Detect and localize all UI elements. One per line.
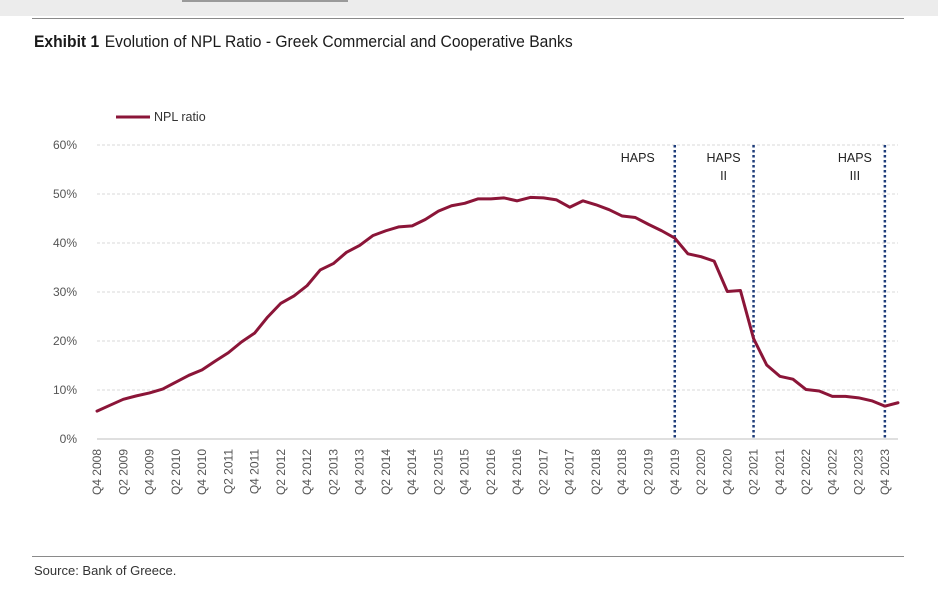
- haps-label: HAPS: [621, 151, 655, 165]
- x-tick-label: Q2 2018: [589, 449, 603, 495]
- series-line-npl-ratio: [95, 195, 900, 413]
- x-tick-label: Q2 2016: [484, 449, 498, 495]
- x-tick-label: Q2 2011: [221, 449, 235, 494]
- x-tick-label: Q4 2010: [195, 449, 209, 495]
- x-tick-label: Q2 2019: [642, 449, 656, 495]
- x-tick-label: Q4 2022: [825, 449, 839, 495]
- x-tick-label: Q4 2018: [615, 449, 629, 495]
- npl-chart: 0% 10% 20% 30% 40% 50% 60% Q4 2008 Q2 2009 Q4 200…: [53, 110, 900, 495]
- x-tick-label: Q2 2021: [747, 449, 761, 495]
- x-tick-label: Q2 2015: [431, 449, 445, 495]
- y-tick-label: 10%: [53, 383, 77, 397]
- y-tick-label: 20%: [53, 334, 77, 348]
- y-tick-label: 40%: [53, 236, 77, 250]
- x-tick-label: Q2 2009: [116, 449, 130, 495]
- exhibit-title: Exhibit 1 Evolution of NPL Ratio - Greek …: [34, 32, 573, 52]
- x-tick-label: Q4 2020: [720, 449, 734, 495]
- x-tick-label: Q4 2014: [405, 449, 419, 495]
- y-tick-label: 0%: [60, 432, 78, 446]
- x-tick-label: Q4 2023: [878, 449, 892, 495]
- bottom-rule: [32, 556, 904, 557]
- haps-label: HAPS: [838, 151, 872, 165]
- x-tick-label: Q4 2021: [773, 449, 787, 495]
- x-tick-label: Q2 2020: [694, 449, 708, 495]
- x-tick-label: Q2 2012: [274, 449, 288, 495]
- haps-label: HAPS: [707, 151, 741, 165]
- x-tick-label: Q2 2010: [169, 449, 183, 495]
- x-tick-label: Q4 2019: [668, 449, 682, 495]
- top-rule: [32, 18, 904, 19]
- x-tick-label: Q4 2017: [563, 449, 577, 495]
- source-note: Source: Bank of Greece.: [34, 563, 177, 578]
- x-tick-label: Q2 2017: [536, 449, 550, 495]
- y-tick-label: 30%: [53, 285, 77, 299]
- haps-label: III: [850, 169, 860, 183]
- x-tick-label: Q2 2023: [852, 449, 866, 495]
- x-tick-label: Q4 2008: [90, 449, 104, 495]
- x-tick-label: Q4 2015: [458, 449, 472, 495]
- legend-label: NPL ratio: [154, 110, 206, 124]
- x-tick-label: Q2 2022: [799, 449, 813, 495]
- x-tick-label: Q4 2011: [248, 449, 262, 494]
- x-tick-label: Q4 2013: [353, 449, 367, 495]
- y-tick-label: 60%: [53, 138, 77, 152]
- y-tick-label: 50%: [53, 187, 77, 201]
- top-band: [0, 0, 938, 16]
- exhibit-number: Exhibit 1: [34, 32, 100, 51]
- haps-label: II: [720, 169, 727, 183]
- x-tick-label: Q2 2013: [326, 449, 340, 495]
- top-tab-indicator: [182, 0, 348, 2]
- x-tick-label: Q4 2016: [510, 449, 524, 495]
- chart-title: Evolution of NPL Ratio - Greek Commercia…: [104, 32, 573, 51]
- x-tick-label: Q4 2012: [300, 449, 314, 495]
- x-tick-label: Q4 2009: [143, 449, 157, 495]
- x-tick-label: Q2 2014: [379, 449, 393, 495]
